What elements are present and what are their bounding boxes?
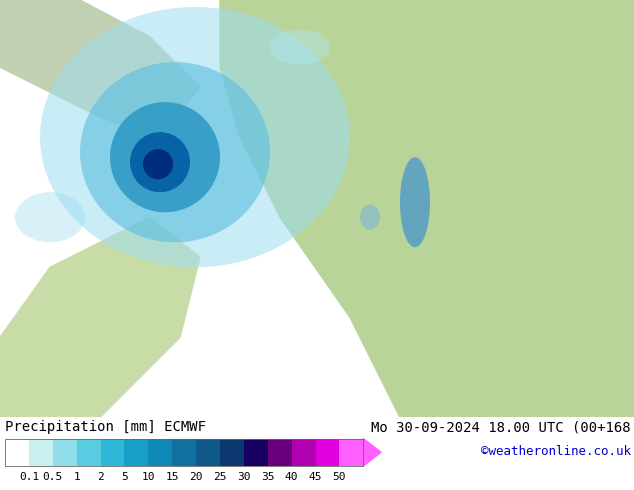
Text: 35: 35 [261, 472, 275, 482]
Bar [220, 439, 244, 466]
Text: 30: 30 [237, 472, 250, 482]
Polygon shape [0, 217, 200, 417]
Bar [268, 439, 292, 466]
Bar [316, 439, 339, 466]
Text: 40: 40 [285, 472, 299, 482]
Bar [5, 439, 29, 466]
Bar [339, 439, 363, 466]
Bar [53, 439, 77, 466]
Ellipse shape [80, 62, 270, 242]
Text: Mo 30-09-2024 18.00 UTC (00+168: Mo 30-09-2024 18.00 UTC (00+168 [371, 420, 631, 434]
Bar [172, 439, 196, 466]
Bar [292, 439, 316, 466]
Text: 50: 50 [333, 472, 346, 482]
Polygon shape [363, 439, 381, 466]
Bar [101, 439, 124, 466]
Text: 45: 45 [309, 472, 322, 482]
Text: 10: 10 [141, 472, 155, 482]
Bar [196, 439, 220, 466]
Ellipse shape [15, 192, 85, 242]
Ellipse shape [130, 132, 190, 192]
Text: 1: 1 [74, 472, 80, 482]
Text: 0.1: 0.1 [19, 472, 39, 482]
Bar [244, 439, 268, 466]
Text: 2: 2 [97, 472, 104, 482]
Bar [29, 439, 53, 466]
Ellipse shape [400, 157, 430, 247]
Polygon shape [0, 0, 200, 137]
Text: Precipitation [mm] ECMWF: Precipitation [mm] ECMWF [5, 420, 206, 434]
Bar [5, 439, 363, 466]
Ellipse shape [110, 102, 220, 212]
Text: 15: 15 [165, 472, 179, 482]
Polygon shape [220, 0, 634, 417]
Text: 5: 5 [121, 472, 128, 482]
Ellipse shape [143, 149, 173, 179]
Text: 20: 20 [190, 472, 203, 482]
Text: ©weatheronline.co.uk: ©weatheronline.co.uk [481, 445, 631, 458]
Text: 0.5: 0.5 [42, 472, 63, 482]
Ellipse shape [40, 7, 350, 268]
Bar [148, 439, 172, 466]
Bar [77, 439, 101, 466]
Ellipse shape [360, 205, 380, 230]
Bar [124, 439, 148, 466]
Text: 25: 25 [213, 472, 227, 482]
Ellipse shape [270, 29, 330, 65]
